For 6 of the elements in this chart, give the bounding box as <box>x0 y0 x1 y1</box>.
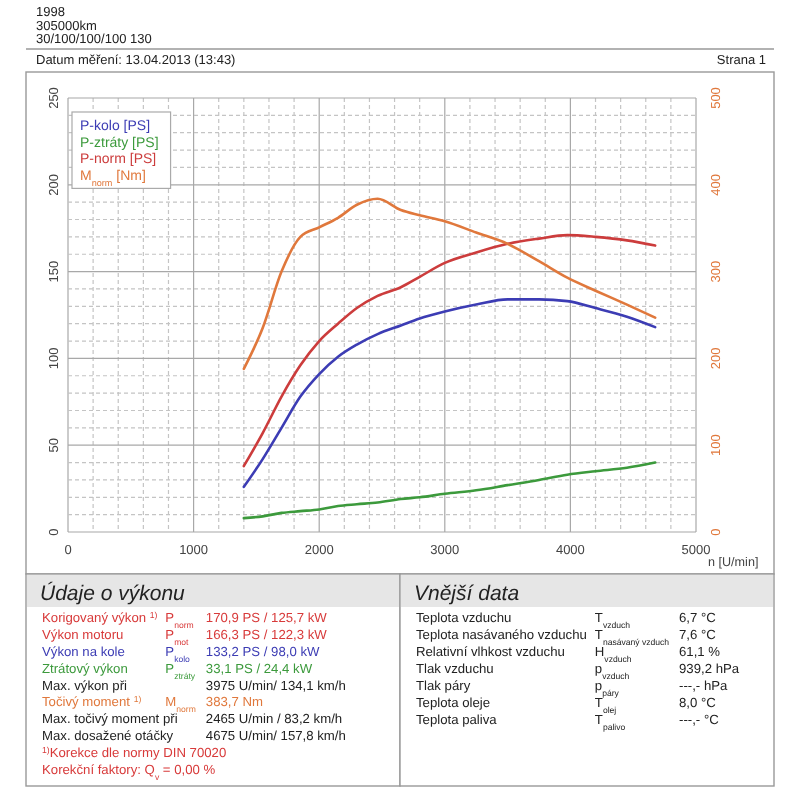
text: Údaje o výkonu <box>40 580 186 606</box>
line-series <box>242 197 657 371</box>
line-series <box>242 461 657 520</box>
text: Vnější data <box>414 582 520 606</box>
line-series <box>242 233 657 468</box>
line-series <box>242 298 657 489</box>
